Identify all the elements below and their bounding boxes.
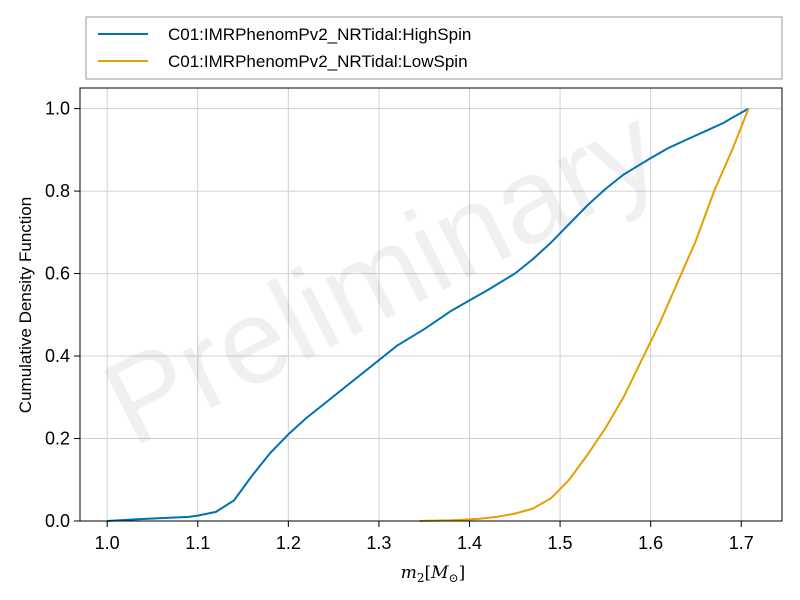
x-tick-label: 1.4: [457, 533, 482, 553]
y-tick-label: 0.4: [45, 346, 70, 366]
x-axis-label-open: [: [425, 563, 432, 583]
x-tick-label: 1.5: [548, 533, 573, 553]
series-layer: [107, 107, 750, 522]
legend-frame: [85, 16, 783, 80]
x-tick-label: 1.2: [276, 533, 301, 553]
legend-label-lowspin: C01:IMRPhenomPv2_NRTidal:LowSpin: [168, 52, 468, 71]
x-tick-label: 1.0: [95, 533, 120, 553]
plot-area: [80, 88, 782, 521]
x-axis-label-unit: M: [430, 563, 449, 583]
axis-ticks: 1.0 1.1 1.2 1.3 1.4 1.5 1.6 1.7 0.0 0.2 0.4 0.6 0.8 1…: [45, 99, 754, 553]
y-tick-label: 0.8: [45, 181, 70, 201]
y-tick-label: 1.0: [45, 99, 70, 119]
series-line-lowspin: [419, 108, 750, 522]
x-tick-label: 1.3: [366, 533, 391, 553]
x-axis-label-unit-sub: ⊙: [449, 571, 459, 585]
y-tick-label: 0.2: [45, 429, 70, 449]
x-tick-label: 1.7: [729, 533, 754, 553]
plot-frame: [79, 87, 783, 522]
x-axis-label: m2[M⊙]: [401, 563, 466, 585]
y-axis-label: Cumulative Density Function: [16, 197, 35, 413]
x-tick-label: 1.1: [185, 533, 210, 553]
legend: C01:IMRPhenomPv2_NRTidal:HighSpin C01:IM…: [85, 16, 783, 80]
y-tick-label: 0.0: [45, 511, 70, 531]
x-tick-label: 1.6: [638, 533, 663, 553]
x-axis-label-sub: 2: [417, 571, 425, 585]
series-line-highspin: [107, 107, 749, 522]
x-axis-label-base: m: [401, 563, 417, 583]
y-tick-label: 0.6: [45, 264, 70, 284]
legend-label-highspin: C01:IMRPhenomPv2_NRTidal:HighSpin: [168, 25, 471, 44]
x-axis-label-close: ]: [459, 563, 466, 583]
